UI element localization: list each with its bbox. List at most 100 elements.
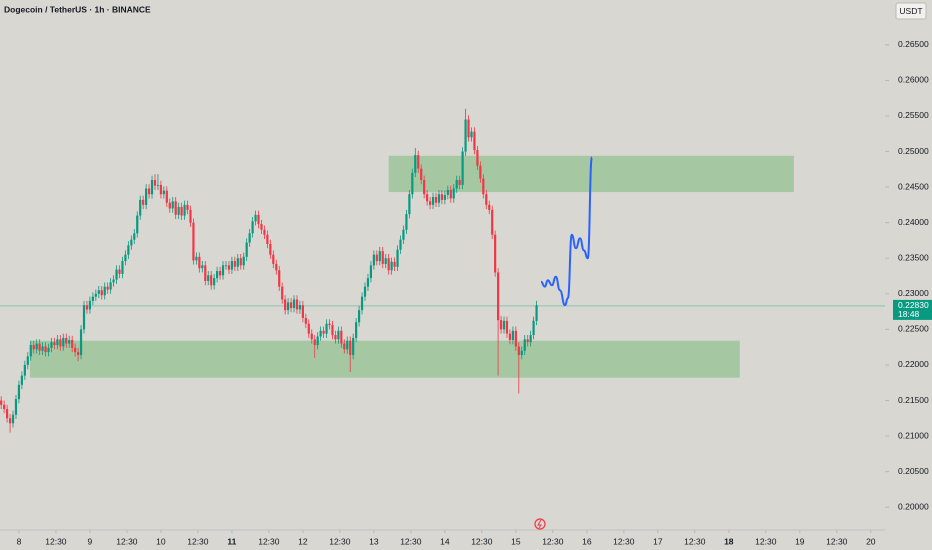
- candle-body: [313, 339, 316, 346]
- y-tick-label: 0.26000: [898, 75, 929, 85]
- candle-body: [505, 320, 509, 334]
- candle-body: [62, 337, 65, 347]
- candle-body: [11, 414, 15, 424]
- candle-body: [56, 339, 59, 346]
- currency-button[interactable]: [895, 2, 927, 20]
- candle-body: [266, 234, 269, 245]
- candle-body: [352, 337, 355, 355]
- candle-body: [153, 179, 157, 186]
- candle-body: [461, 151, 464, 185]
- candle-body: [449, 189, 452, 199]
- candle-body: [47, 347, 50, 353]
- candle-body: [508, 333, 512, 341]
- candle-body: [464, 119, 467, 152]
- candle-body: [476, 150, 479, 166]
- candle-body: [195, 256, 198, 261]
- x-tick-label: 12:30: [471, 536, 493, 546]
- y-tick-label: 0.22500: [898, 324, 929, 334]
- x-tick-label: 19: [795, 536, 805, 546]
- candle-body: [278, 270, 281, 287]
- x-tick-label: 15: [511, 536, 521, 546]
- candle-body: [186, 204, 189, 210]
- price-axis-strip: [885, 0, 932, 530]
- replay-icon[interactable]: [534, 518, 546, 530]
- candle-body: [526, 339, 529, 343]
- candle-body: [357, 310, 361, 323]
- candle-body: [17, 384, 21, 400]
- candle-body: [133, 233, 136, 240]
- candle-body: [180, 207, 183, 216]
- projection-line: [540, 156, 593, 307]
- candle-body: [242, 256, 245, 266]
- candle-body: [207, 275, 210, 281]
- candle-body: [417, 155, 420, 169]
- candle-body: [50, 342, 53, 348]
- x-tick-label: 9: [88, 536, 93, 546]
- candle-body: [198, 256, 201, 269]
- candle-body: [189, 209, 192, 223]
- candle-body: [216, 271, 219, 279]
- candle-body: [289, 302, 293, 309]
- candle-body: [257, 214, 260, 225]
- candle-body: [85, 305, 89, 310]
- candle-body: [334, 335, 337, 340]
- candle-body: [245, 242, 248, 257]
- last-price-badge: [893, 299, 932, 320]
- candle-body: [100, 290, 103, 296]
- candle-body: [452, 188, 455, 199]
- x-tick-label: 18: [724, 536, 734, 546]
- candle-body: [366, 278, 370, 287]
- x-tick-label: 12:30: [329, 536, 351, 546]
- y-tick-label: 0.24500: [898, 181, 929, 191]
- candle-body: [236, 258, 239, 267]
- candle-body: [65, 337, 68, 344]
- x-tick-label: 12:30: [755, 536, 777, 546]
- candle-body: [230, 261, 233, 270]
- candle-body: [32, 345, 35, 350]
- candle-body: [142, 199, 145, 205]
- candle-body: [423, 179, 426, 195]
- candle-body: [414, 155, 417, 173]
- candle-body: [402, 229, 405, 240]
- candle-body: [263, 229, 266, 235]
- candle-body: [499, 320, 503, 330]
- candle-body: [248, 233, 251, 243]
- candle-body: [399, 239, 402, 250]
- candle-body: [204, 265, 207, 281]
- candle-body: [227, 265, 231, 270]
- currency-button-label[interactable]: USDT: [899, 6, 922, 16]
- candle-body: [5, 409, 9, 419]
- candle-body: [372, 254, 375, 266]
- x-tick-label: 14: [440, 536, 450, 546]
- candle-body: [405, 214, 408, 230]
- candle-body: [213, 278, 216, 286]
- candle-body: [168, 202, 171, 209]
- x-tick-label: 12:30: [258, 536, 280, 546]
- candle-body: [103, 286, 106, 296]
- candle-body: [325, 323, 328, 334]
- candle-body: [201, 265, 204, 269]
- candle-body: [29, 345, 32, 357]
- candle-body: [378, 251, 381, 262]
- y-tick-label: 0.21500: [898, 395, 929, 405]
- candle-body: [520, 350, 523, 355]
- candle-body: [139, 199, 142, 216]
- candle-body: [76, 352, 80, 355]
- x-tick-label: 12:30: [45, 536, 67, 546]
- candle-body: [91, 296, 94, 301]
- candle-body: [331, 325, 334, 336]
- candle-body: [440, 194, 444, 200]
- candle-body: [14, 399, 18, 415]
- candle-body: [426, 194, 429, 202]
- candle-body: [147, 188, 151, 195]
- y-tick-label: 0.20000: [898, 501, 929, 511]
- x-tick-label: 12:30: [684, 536, 706, 546]
- candle-body: [210, 275, 213, 286]
- candle-body: [523, 339, 526, 351]
- candle-body: [328, 323, 331, 326]
- candle-body: [455, 179, 458, 189]
- y-tick-label: 0.21000: [898, 430, 929, 440]
- candle-body: [307, 323, 310, 334]
- candle-body: [443, 194, 446, 200]
- candle-body: [343, 343, 346, 350]
